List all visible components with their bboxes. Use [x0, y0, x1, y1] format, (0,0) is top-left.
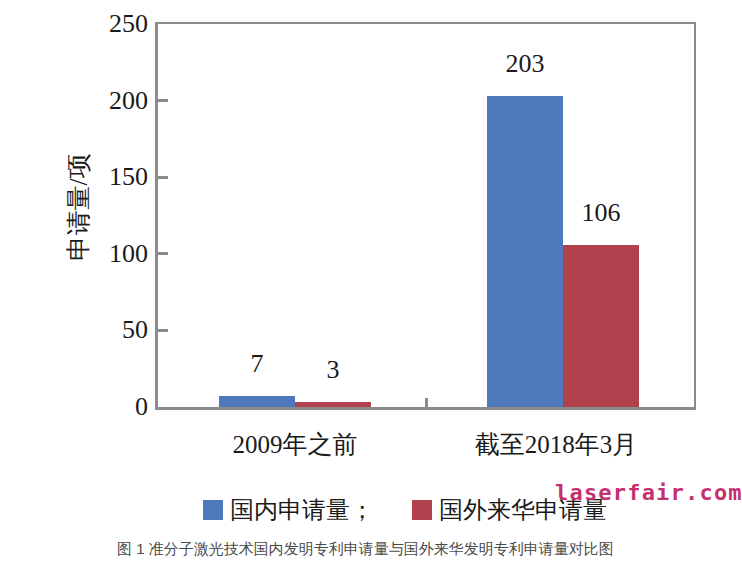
y-tick-label: 250 — [88, 9, 148, 39]
y-tick-mark — [158, 176, 168, 179]
x-tick-mark — [425, 398, 428, 407]
bar-foreign-1 — [563, 245, 639, 407]
plot-area: 73203106 — [155, 22, 696, 410]
bar-value-label: 203 — [475, 50, 575, 78]
y-tick-label: 100 — [88, 239, 148, 269]
figure-caption: 图 1 准分子激光技术国内发明专利申请量与国外来华发明专利申请量对比图 — [117, 540, 614, 559]
bar-value-label: 106 — [551, 199, 651, 227]
legend-swatch-foreign — [412, 500, 432, 520]
y-tick-mark — [158, 329, 168, 332]
legend-label: 国内申请量； — [230, 497, 374, 523]
legend-swatch-domestic — [203, 500, 223, 520]
bar-domestic-0 — [219, 396, 295, 407]
bar-foreign-0 — [295, 402, 371, 407]
bar-domestic-1 — [487, 96, 563, 407]
y-tick-label: 150 — [88, 162, 148, 192]
y-tick-label: 200 — [88, 86, 148, 116]
x-category-label: 截至2018年3月 — [446, 429, 666, 461]
y-tick-mark — [158, 99, 168, 102]
figure: 73203106 050100150200250 申请量/项 2009年之前截至… — [0, 0, 742, 584]
watermark: laserfair.com — [555, 481, 742, 505]
legend: 国内申请量；国外来华申请量 — [203, 497, 607, 523]
y-tick-label: 50 — [88, 315, 148, 345]
y-axis-title: 申请量/项 — [62, 154, 95, 261]
bar-value-label: 3 — [283, 356, 383, 384]
legend-item: 国内申请量； — [203, 497, 374, 523]
y-tick-mark — [158, 252, 168, 255]
x-category-label: 2009年之前 — [185, 429, 405, 461]
y-tick-label: 0 — [88, 392, 148, 422]
